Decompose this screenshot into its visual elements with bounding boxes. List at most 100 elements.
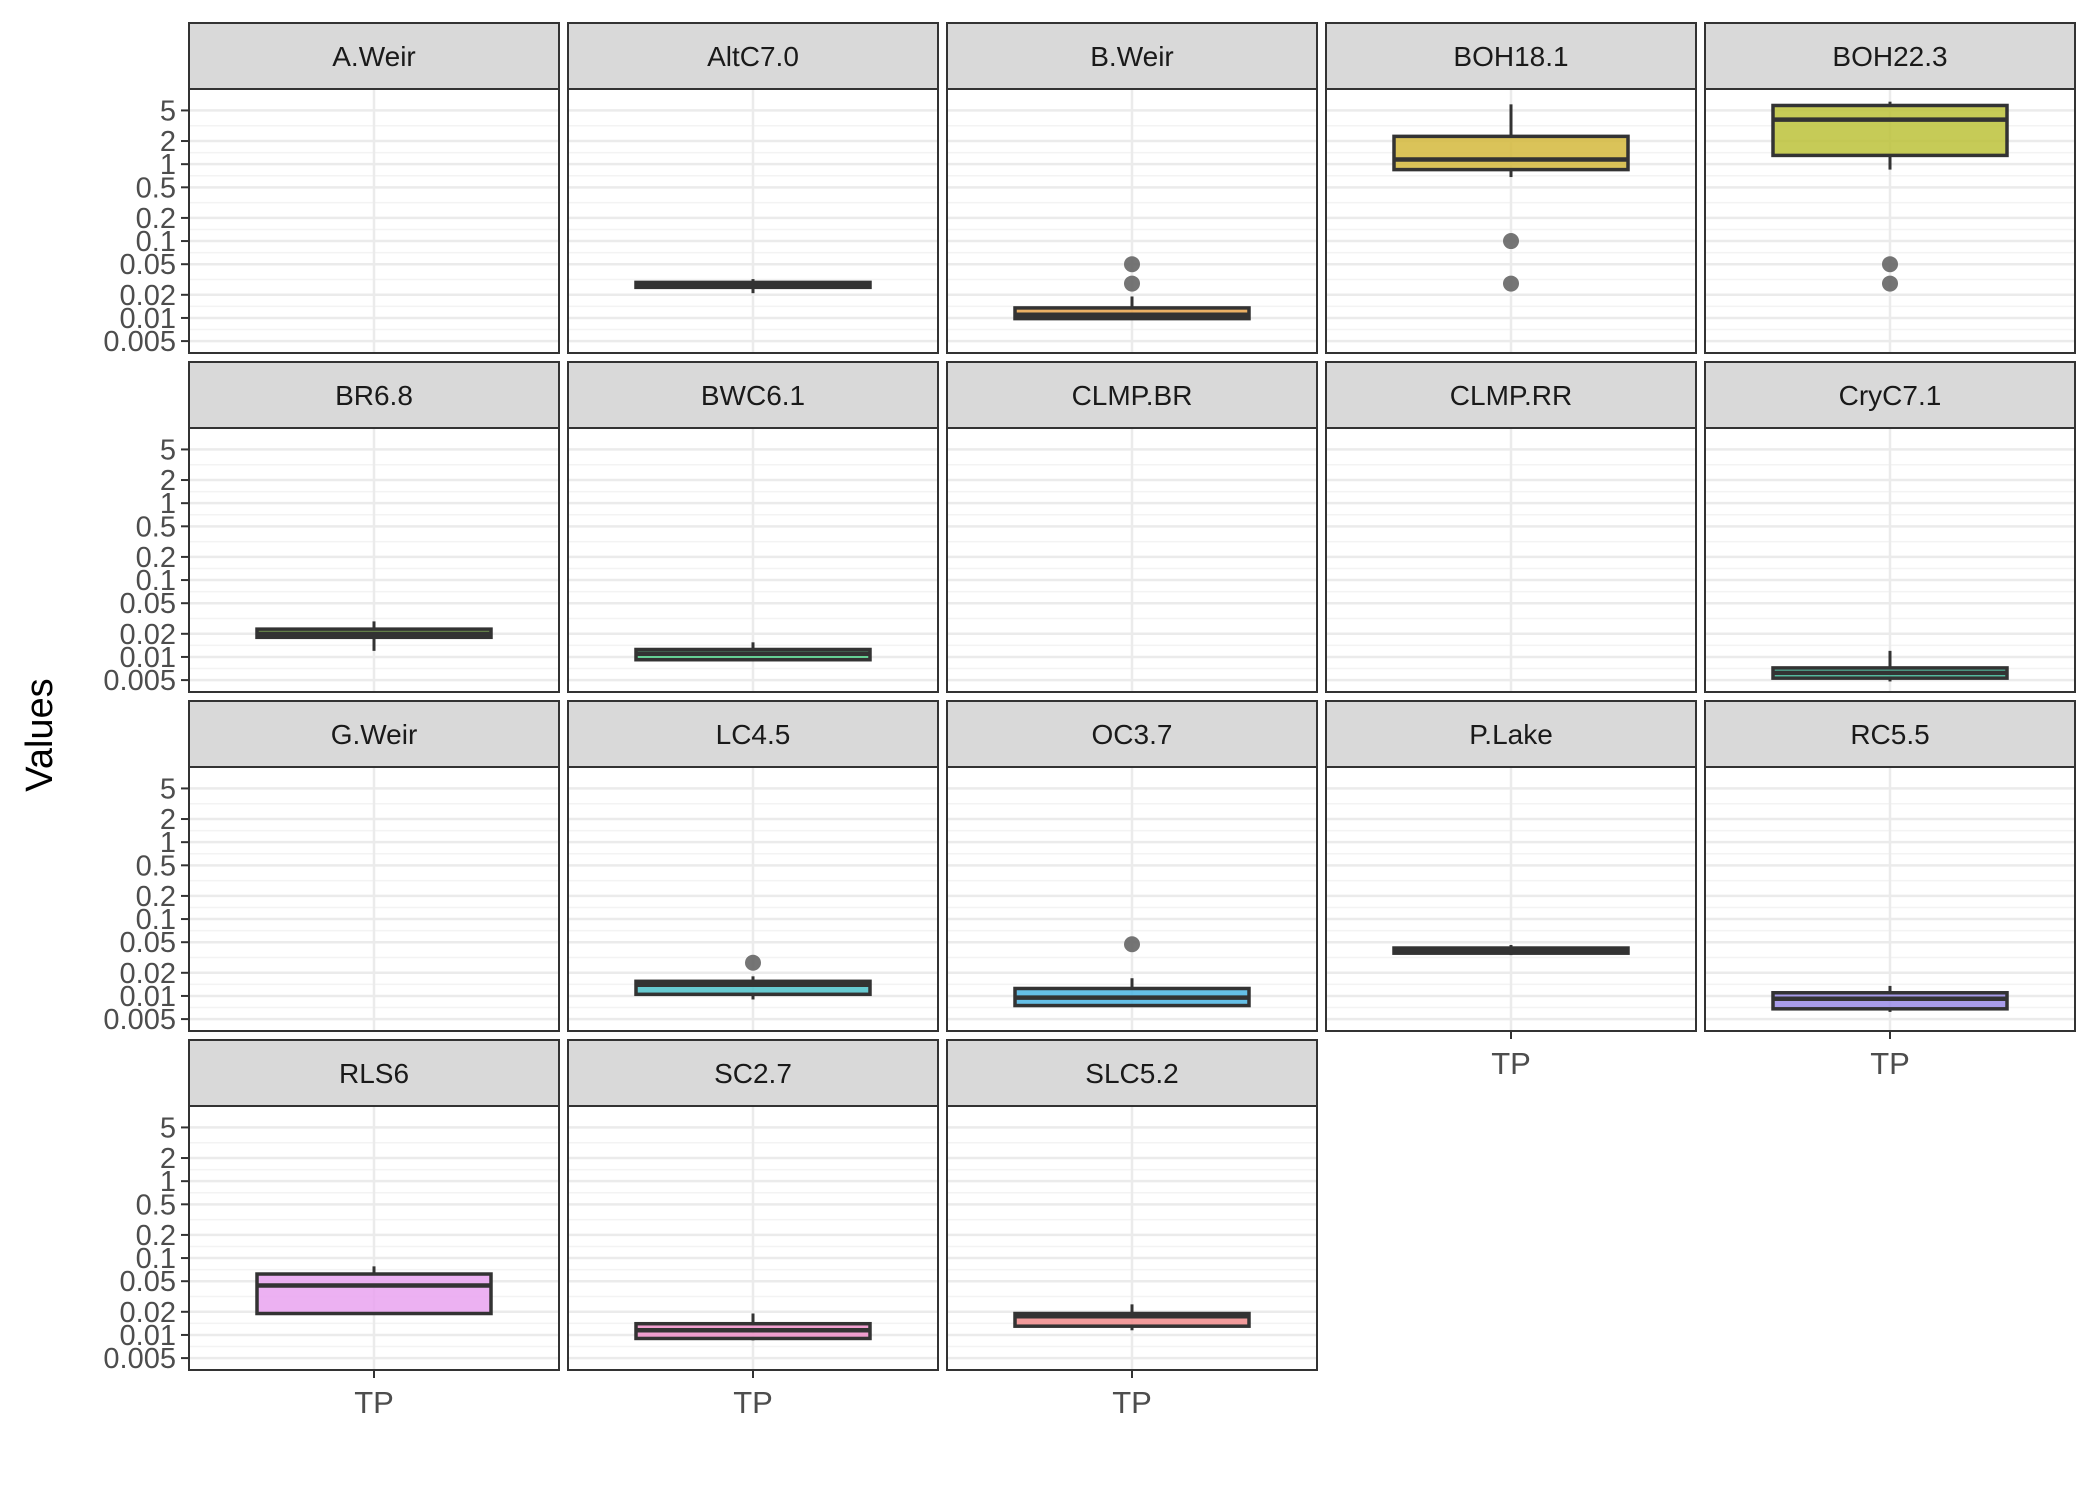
y-tick-label: 2 [160,804,176,836]
y-tick-label: 0.01 [120,303,176,335]
facet-panel: BOH22.3 [1704,22,2076,354]
facet-strip-label: SLC5.2 [1085,1058,1178,1089]
outlier-point [745,954,761,971]
y-tick-label: 1 [160,1166,176,1198]
panel-border [567,427,939,693]
facet-strip-label: G.Weir [331,719,418,750]
facet-strip [188,361,560,429]
facet-strip [1704,700,2076,768]
y-tick-label: 0.02 [120,1297,176,1329]
facet-panel: BOH18.1 [1325,22,1697,354]
y-tick-label: 5 [160,434,176,466]
facet-strip [1704,361,2076,429]
panel-border [1325,427,1697,693]
y-tick-label: 0.5 [136,511,176,543]
facet-panel: CryC7.1 [1704,361,2076,693]
facet-panel: B.Weir [946,22,1318,354]
facet-strip-label: CLMP.RR [1450,380,1572,411]
outlier-point [1124,936,1140,953]
y-tick-label: 0.1 [136,226,176,258]
panel-border [1325,88,1697,354]
panel-border [567,766,939,1032]
facet-strip [946,22,1318,90]
x-tick-label: TP [354,1385,394,1420]
facet-strip-label: B.Weir [1090,41,1174,72]
box [1771,103,2009,158]
facet-strip-label: BR6.8 [335,380,413,411]
y-tick-label: 0.2 [136,1220,176,1252]
y-tick-label: 2 [160,465,176,497]
y-tick-label: 0.1 [136,565,176,597]
facet-panels: A.Weir0.0050.010.020.050.10.20.5125AltC7… [103,22,2076,1420]
facet-strip-label: CLMP.BR [1072,380,1193,411]
panel-border [1704,88,2076,354]
facet-strip [1704,22,2076,90]
facet-panel: OC3.7 [946,700,1318,1032]
facet-panel: AltC7.0 [567,22,939,354]
panel-border [1704,427,2076,693]
y-tick-label: 0.2 [136,881,176,913]
outlier-point [1882,275,1898,292]
facet-strip-label: A.Weir [332,41,416,72]
panel-border [188,427,560,693]
facet-strip-label: SC2.7 [714,1058,792,1089]
outlier-point [1503,233,1519,250]
facet-strip [1325,700,1697,768]
outlier-point [1124,256,1140,273]
y-tick-label: 0.02 [120,619,176,651]
facet-strip-label: LC4.5 [716,719,791,750]
panel-border [567,88,939,354]
y-tick-label: 0.05 [120,927,176,959]
y-tick-label: 2 [160,1143,176,1175]
facet-strip-label: CryC7.1 [1839,380,1942,411]
facet-strip [567,1039,939,1107]
y-tick-label: 0.02 [120,280,176,312]
facet-strip [946,361,1318,429]
x-tick-label: TP [1112,1385,1152,1420]
facet-panel: BWC6.1 [567,361,939,693]
x-tick-label: TP [733,1385,773,1420]
facet-strip-label: RLS6 [339,1058,409,1089]
y-tick-label: 0.005 [103,326,176,358]
y-tick-label: 1 [160,149,176,181]
facet-strip [188,22,560,90]
facet-strip [1325,22,1697,90]
facet-strip [567,22,939,90]
facet-strip [567,700,939,768]
y-tick-label: 0.5 [136,1189,176,1221]
facet-strip-label: P.Lake [1469,719,1553,750]
y-tick-label: 0.1 [136,1243,176,1275]
y-tick-label: 0.02 [120,958,176,990]
y-tick-label: 1 [160,827,176,859]
panel-border [188,766,560,1032]
y-tick-label: 0.2 [136,203,176,235]
facet-panel: CLMP.BR [946,361,1318,693]
panel-border [946,766,1318,1032]
y-tick-label: 0.005 [103,1004,176,1036]
outlier-point [1124,275,1140,292]
y-tick-label: 0.01 [120,981,176,1013]
facet-strip-label: RC5.5 [1850,719,1929,750]
y-tick-label: 2 [160,126,176,158]
x-tick-label: TP [1491,1046,1531,1081]
facet-strip-label: AltC7.0 [707,41,799,72]
panel-border [946,427,1318,693]
box [255,1272,493,1316]
y-tick-label: 0.2 [136,542,176,574]
facet-strip [946,1039,1318,1107]
y-tick-label: 0.005 [103,665,176,697]
y-tick-label: 0.01 [120,642,176,674]
x-tick-label: TP [1870,1046,1910,1081]
y-tick-label: 5 [160,95,176,127]
facet-strip [567,361,939,429]
facet-strip-label: BOH18.1 [1453,41,1568,72]
facet-strip-label: BWC6.1 [701,380,805,411]
y-tick-label: 0.1 [136,904,176,936]
y-tick-label: 1 [160,488,176,520]
facet-panel: P.Lake TP [1325,700,1697,1081]
box [1392,134,1630,172]
y-tick-label: 0.05 [120,1266,176,1298]
y-tick-label: 0.05 [120,588,176,620]
